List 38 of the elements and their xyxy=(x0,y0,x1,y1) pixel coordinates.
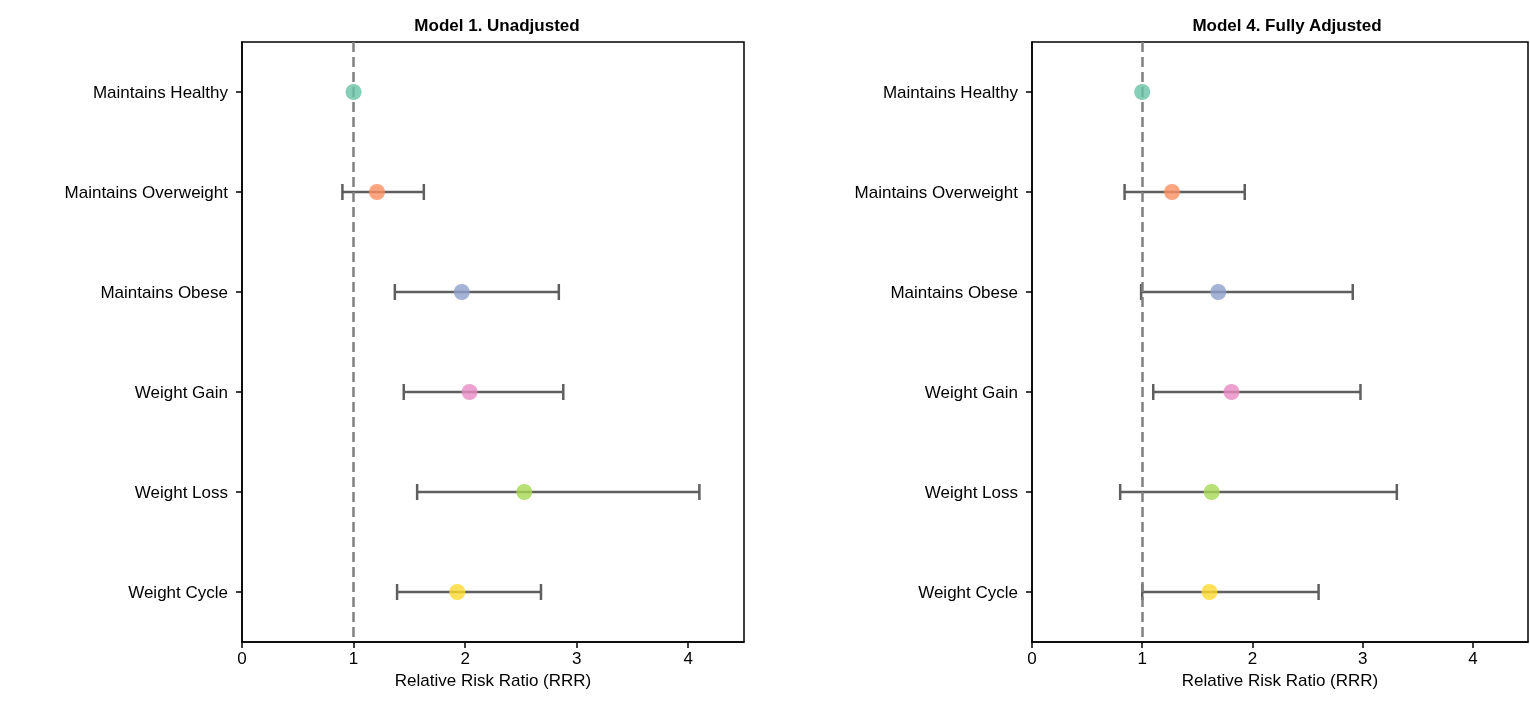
x-tick-label: 4 xyxy=(683,649,693,668)
y-tick-label: Weight Gain xyxy=(924,382,1018,402)
point xyxy=(1223,384,1240,400)
x-tick-label: 2 xyxy=(460,649,470,668)
chart-title: Model 4. Fully Adjusted xyxy=(1192,16,1382,35)
x-axis-title: Relative Risk Ratio (RRR) xyxy=(394,670,592,690)
y-tick-label: Maintains Overweight xyxy=(64,182,229,202)
y-tick-label: Maintains Healthy xyxy=(882,82,1019,102)
x-tick-label: 4 xyxy=(1468,649,1478,668)
x-tick-label: 1 xyxy=(348,649,359,668)
x-tick-label: 0 xyxy=(237,649,247,668)
point xyxy=(516,484,533,500)
y-tick-label: Weight Cycle xyxy=(128,582,228,602)
x-tick-label: 2 xyxy=(1247,649,1258,668)
x-tick-label: 3 xyxy=(1357,649,1368,668)
point xyxy=(345,84,362,100)
y-tick-label: Maintains Obese xyxy=(890,282,1018,302)
point xyxy=(1210,284,1227,300)
point xyxy=(369,184,385,200)
point xyxy=(1203,484,1220,500)
point xyxy=(453,284,470,300)
y-tick-label: Weight Cycle xyxy=(918,582,1018,602)
point xyxy=(1134,84,1151,100)
x-axis-title: Relative Risk Ratio (RRR) xyxy=(1181,670,1379,690)
x-tick-label: 1 xyxy=(1137,649,1147,668)
point xyxy=(449,584,466,600)
y-tick-label: Maintains Obese xyxy=(100,282,228,302)
y-tick-label: Maintains Healthy xyxy=(92,82,229,102)
point xyxy=(461,384,478,400)
y-tick-label: Weight Gain xyxy=(134,382,228,402)
y-tick-label: Weight Loss xyxy=(134,482,228,502)
chart-title: Model 1. Unadjusted xyxy=(414,16,580,35)
point xyxy=(1164,184,1180,200)
x-tick-label: 3 xyxy=(571,649,582,668)
y-tick-label: Weight Loss xyxy=(924,482,1018,502)
point xyxy=(1201,584,1218,600)
y-tick-label: Maintains Overweight xyxy=(854,182,1019,202)
x-tick-label: 0 xyxy=(1027,649,1037,668)
